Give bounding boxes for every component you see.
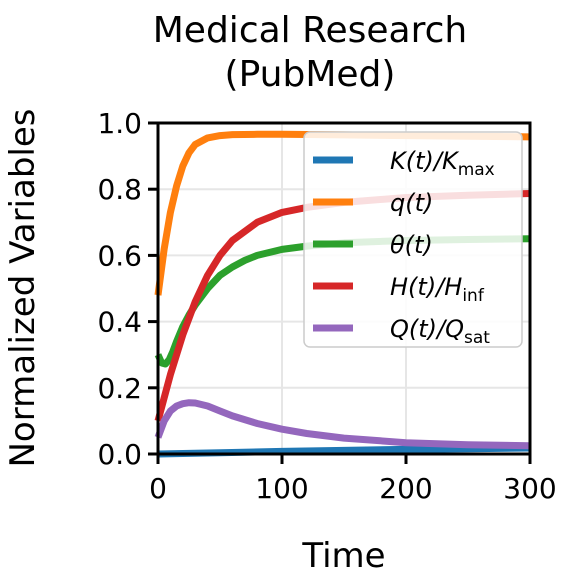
y-tick-label: 0.4 [97,306,142,339]
y-tick-label: 0.6 [97,239,142,272]
legend-box [303,131,523,348]
x-tick-label: 200 [379,472,432,505]
y-axis-label: Normalized Variables [3,109,43,468]
y-tick-label: 0.0 [97,438,142,471]
legend-label: θ(t) [390,231,433,259]
x-tick-label: 300 [503,472,556,505]
y-tick-label: 0.2 [97,372,142,405]
axis-ticks: 0 100 200 300 0.0 0.2 0.4 0.6 0.8 1.0 [97,107,556,505]
chart-subtitle: (PubMed) [225,54,396,95]
y-tick-label: 1.0 [97,107,142,140]
legend-label: q(t) [390,189,433,217]
y-tick-label: 0.8 [97,173,142,206]
x-tick-label: 100 [255,472,308,505]
chart-title: Medical Research [153,10,468,51]
x-axis-label: Time [301,536,385,574]
x-tick-label: 0 [149,472,167,505]
series-line [154,399,531,450]
plot-area [156,121,532,456]
